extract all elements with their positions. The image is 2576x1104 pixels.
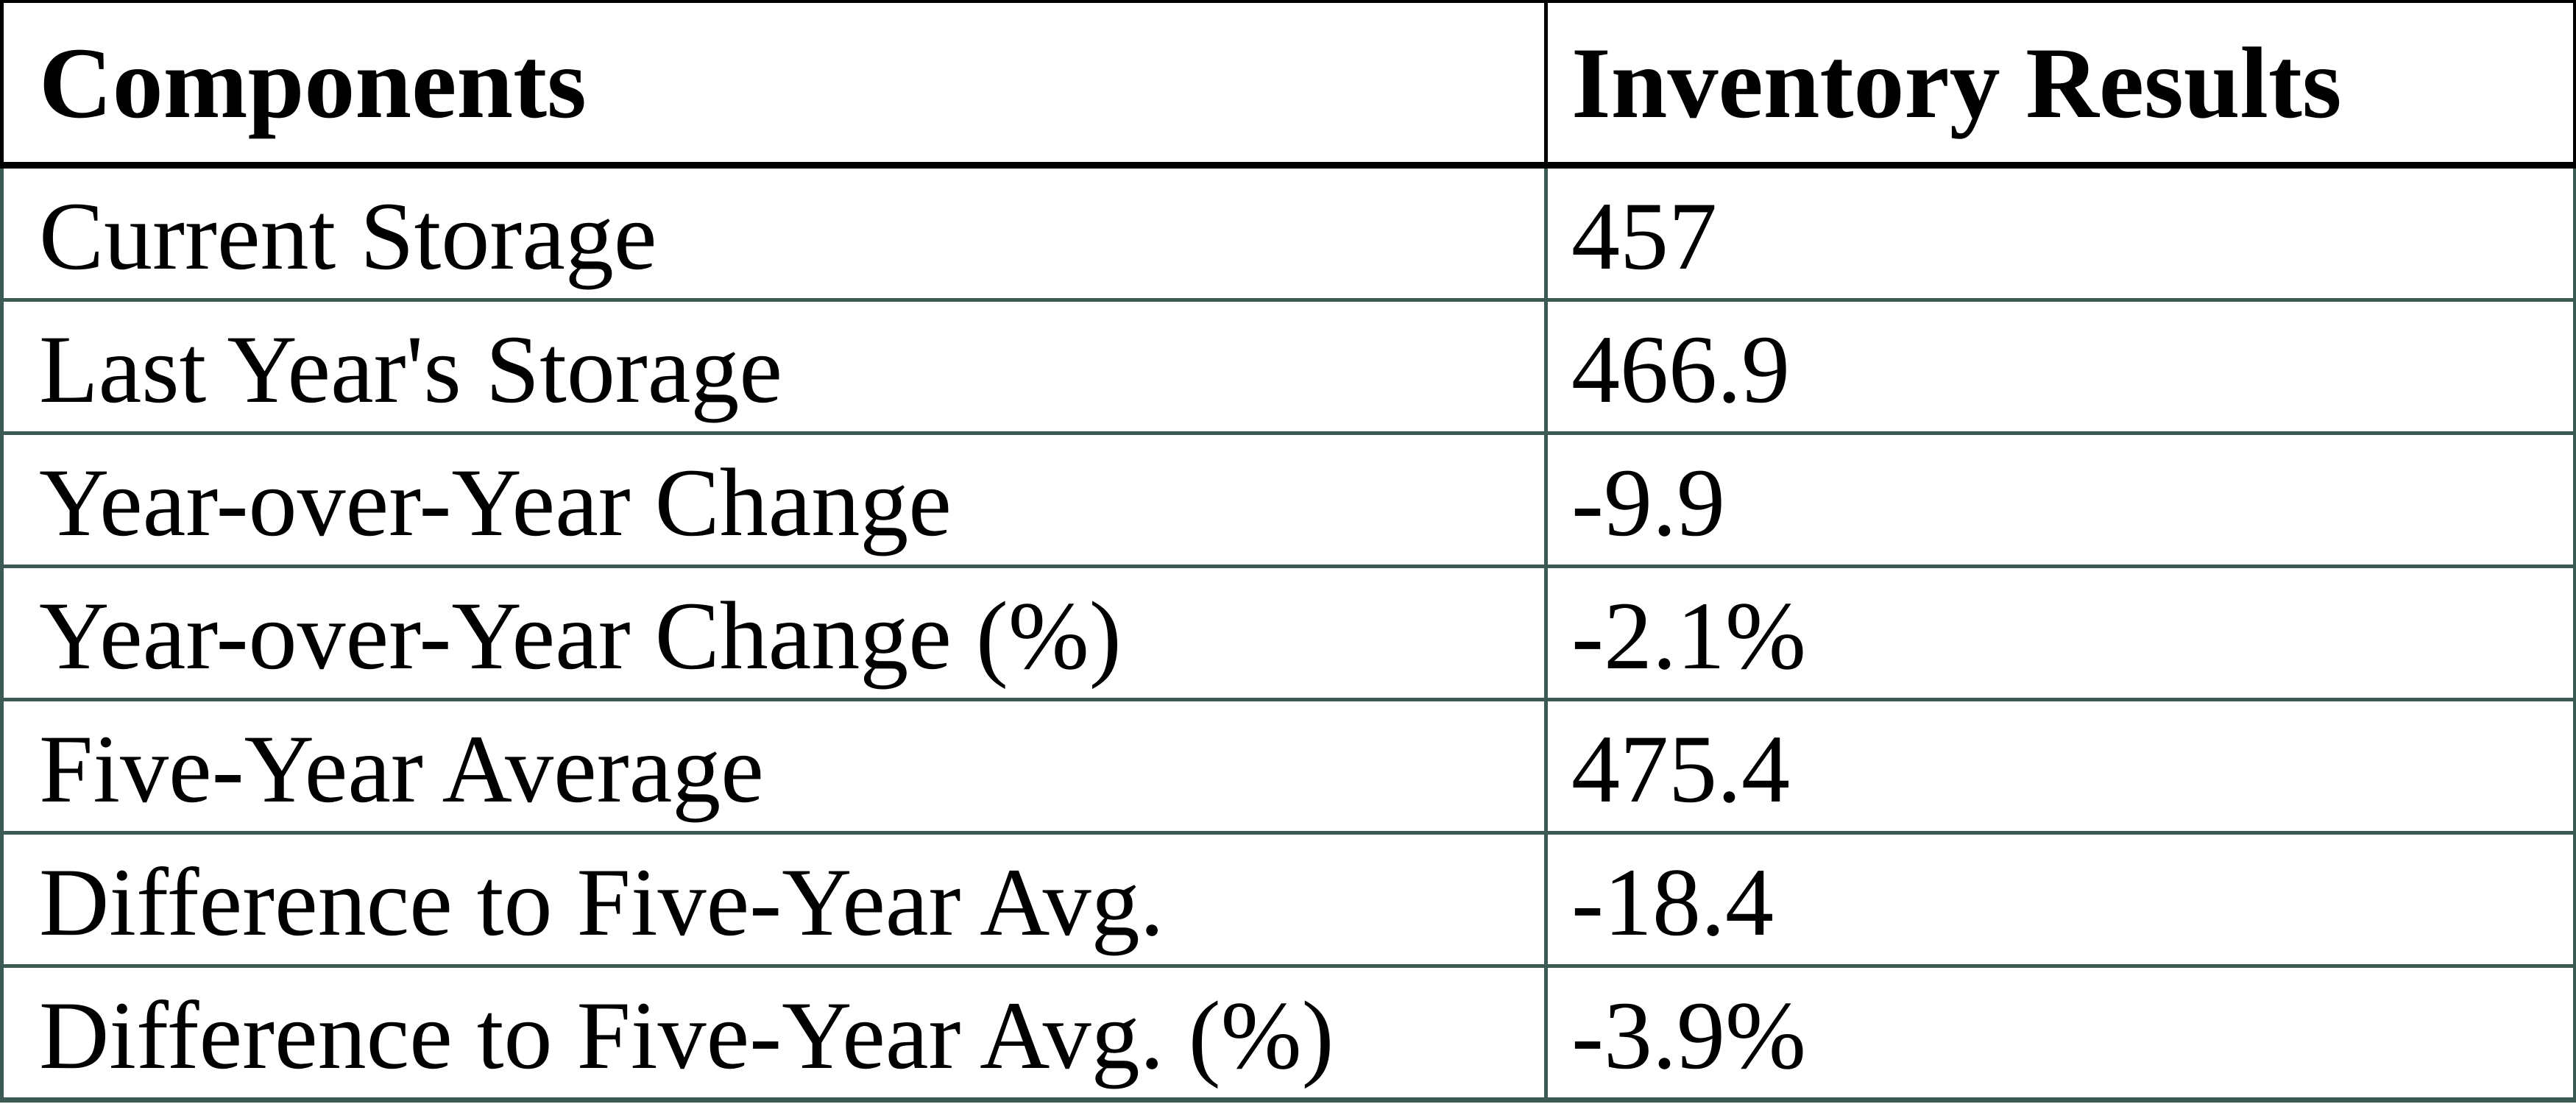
cell-component-label: Last Year's Storage — [0, 298, 1548, 435]
cell-component-label: Five-Year Average — [0, 698, 1548, 835]
column-header-inventory-results: Inventory Results — [1544, 0, 2576, 169]
cell-component-label: Year-over-Year Change (%) — [0, 565, 1548, 701]
table-row-diff-five-year-avg-pct: Difference to Five-Year Avg. (%) -3.9% — [0, 964, 2576, 1103]
table-row-current-storage: Current Storage 457 — [0, 163, 2576, 302]
table-row-yoy-change-pct: Year-over-Year Change (%) -2.1% — [0, 565, 2576, 701]
table-header: Components Inventory Results — [0, 0, 2576, 169]
table-row-diff-five-year-avg: Difference to Five-Year Avg. -18.4 — [0, 831, 2576, 968]
table-row-last-year-storage: Last Year's Storage 466.9 — [0, 298, 2576, 435]
table-row-yoy-change: Year-over-Year Change -9.9 — [0, 431, 2576, 568]
cell-result-value: -2.1% — [1544, 565, 2576, 701]
cell-component-label: Difference to Five-Year Avg. — [0, 831, 1548, 968]
cell-component-label: Year-over-Year Change — [0, 431, 1548, 568]
table-row-five-year-average: Five-Year Average 475.4 — [0, 698, 2576, 835]
cell-result-value: 457 — [1544, 163, 2576, 302]
cell-result-value: 466.9 — [1544, 298, 2576, 435]
header-row: Components Inventory Results — [0, 0, 2576, 169]
cell-result-value: -9.9 — [1544, 431, 2576, 568]
cell-result-value: 475.4 — [1544, 698, 2576, 835]
column-header-components: Components — [0, 0, 1548, 169]
cell-result-value: -3.9% — [1544, 964, 2576, 1103]
table-body: Current Storage 457 Last Year's Storage … — [0, 163, 2576, 1103]
cell-component-label: Difference to Five-Year Avg. (%) — [0, 964, 1548, 1103]
cell-result-value: -18.4 — [1544, 831, 2576, 968]
cell-component-label: Current Storage — [0, 163, 1548, 302]
